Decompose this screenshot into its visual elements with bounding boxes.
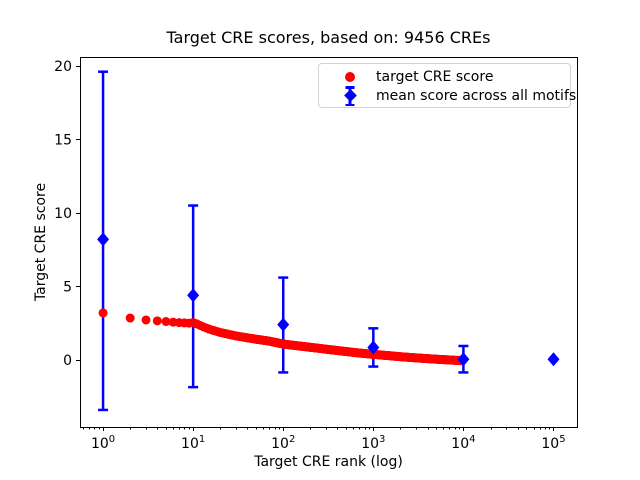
legend-item-mean-score: mean score across all motifs	[319, 86, 576, 106]
red-circle-marker-icon	[329, 67, 371, 86]
legend-item-target-score: target CRE score	[319, 67, 570, 86]
x-tick-label: 101	[181, 434, 205, 452]
mean-score-diamond	[547, 352, 560, 367]
target-score-point	[125, 313, 135, 323]
x-tick-label: 100	[91, 434, 115, 452]
mean-score-diamond	[97, 232, 110, 247]
y-tick-label: 10	[54, 206, 72, 222]
x-axis-label: Target CRE rank (log)	[254, 454, 403, 470]
mean-score-diamond	[187, 288, 200, 303]
target-score-point	[152, 316, 162, 326]
plot-border	[80, 57, 578, 428]
x-tick-label: 103	[361, 434, 385, 452]
target-score-point	[141, 315, 151, 325]
x-tick-label: 102	[271, 434, 295, 452]
y-tick-label: 5	[63, 279, 72, 295]
legend: target CRE score mean score across all m…	[318, 63, 576, 108]
target-score-point	[98, 308, 108, 318]
x-tick-label: 104	[451, 434, 475, 452]
legend-label-target-score: target CRE score	[376, 68, 494, 85]
y-axis-label: Target CRE score	[33, 182, 49, 302]
legend-label-mean-score: mean score across all motifs	[376, 87, 577, 104]
x-tick-label: 105	[541, 434, 565, 452]
blue-diamond-errorbar-marker-icon	[329, 86, 371, 106]
mean-score-diamond	[457, 352, 470, 367]
mean-score-diamond	[277, 317, 290, 332]
mean-score-diamond	[367, 340, 380, 355]
y-tick-label: 20	[54, 59, 72, 75]
chart-title: Target CRE scores, based on: 9456 CREs	[166, 28, 491, 47]
y-tick-label: 15	[54, 132, 72, 148]
target-score-point	[161, 317, 171, 327]
y-tick-label: 0	[63, 353, 72, 369]
